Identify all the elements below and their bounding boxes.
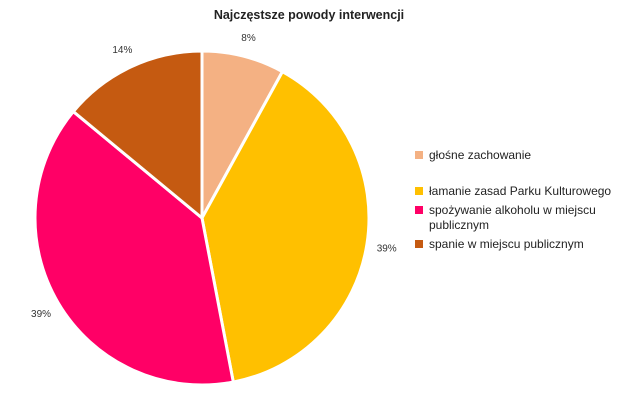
legend-swatch (415, 206, 423, 214)
legend-label: łamanie zasad Parku Kulturowego (429, 184, 612, 198)
legend-item: głośne zachowanie (415, 148, 615, 163)
pie-slice (71, 49, 204, 220)
legend-swatch (415, 187, 423, 195)
data-label: 39% (377, 243, 397, 254)
legend-item: spanie w miejscu publicznym (415, 237, 615, 252)
chart-title: Najczęstsze powody interwencji (213, 8, 405, 22)
pie-slice (200, 70, 371, 384)
legend-label: głośne zachowanie (429, 148, 532, 162)
legend-item: spożywanie alkoholu w miejscu publicznym (415, 203, 615, 233)
pie-slice (33, 110, 235, 387)
data-label: 39% (31, 309, 51, 320)
legend-swatch (415, 151, 423, 159)
legend: głośne zachowanie łamanie zasad Parku Ku… (415, 148, 615, 256)
legend-swatch (415, 240, 423, 248)
legend-item: łamanie zasad Parku Kulturowego (415, 184, 615, 199)
legend-label: spanie w miejscu publicznym (429, 237, 584, 251)
data-label: 14% (112, 45, 132, 56)
legend-label: spożywanie alkoholu w miejscu publicznym (429, 203, 596, 232)
data-label: 8% (241, 33, 256, 44)
